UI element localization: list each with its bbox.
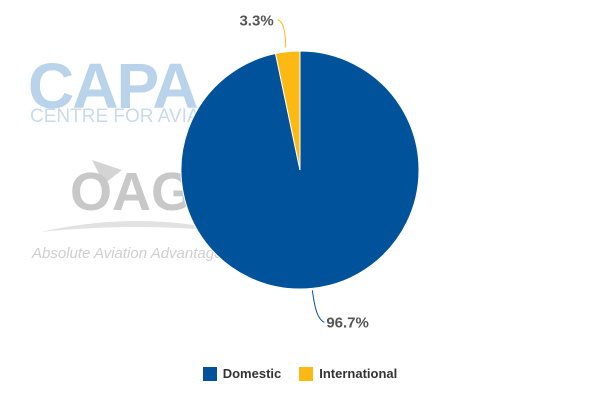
connector-domestic xyxy=(311,290,325,323)
data-label-international: 3.3% xyxy=(239,13,273,30)
legend-item-international[interactable]: International xyxy=(299,366,397,381)
capa-watermark-subtitle: CENTRE FOR AVIATION xyxy=(30,106,244,127)
pie-slices xyxy=(180,50,420,290)
capa-watermark: CAPA xyxy=(28,50,197,122)
oag-underline-shape xyxy=(40,221,230,232)
legend-swatch-domestic xyxy=(202,366,217,381)
oag-swoosh-icon xyxy=(92,160,122,184)
data-label-domestic: 96.7% xyxy=(326,314,369,331)
watermark: CAPA CENTRE FOR AVIATION OAG Absolute Av… xyxy=(28,50,244,262)
legend-label-international: International xyxy=(319,366,398,381)
oag-watermark: OAG xyxy=(70,162,193,222)
label-connectors xyxy=(277,19,325,323)
legend: Domestic International xyxy=(0,366,600,381)
oag-watermark-tagline: Absolute Aviation Advantage xyxy=(31,245,222,262)
legend-swatch-international xyxy=(299,366,314,381)
legend-item-domestic[interactable]: Domestic xyxy=(202,366,282,381)
pie-slice-international[interactable] xyxy=(274,50,301,171)
data-labels: 96.7% 3.3% xyxy=(239,13,368,332)
legend-label-domestic: Domestic xyxy=(222,366,282,381)
connector-international xyxy=(277,19,287,48)
